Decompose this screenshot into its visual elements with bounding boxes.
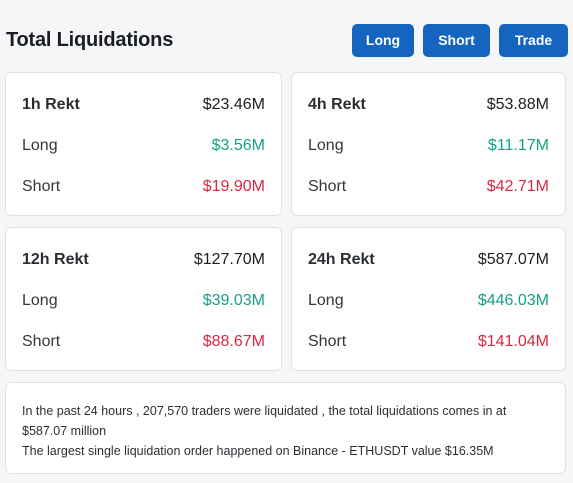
card-24h: 24h Rekt $587.07M Long $446.03M Short $1… bbox=[291, 227, 566, 371]
short-value: $88.67M bbox=[202, 333, 265, 350]
trade-button[interactable]: Trade bbox=[499, 23, 568, 57]
short-label: Short bbox=[22, 178, 61, 195]
short-row: Short $141.04M bbox=[308, 331, 549, 353]
card-header-row: 24h Rekt $587.07M bbox=[308, 249, 549, 271]
total-value: $23.46M bbox=[202, 96, 265, 113]
card-1h: 1h Rekt $23.46M Long $3.56M Short $19.90… bbox=[5, 72, 282, 216]
long-label: Long bbox=[22, 292, 58, 309]
period-label: 1h Rekt bbox=[22, 96, 80, 113]
period-label: 12h Rekt bbox=[22, 251, 89, 268]
total-value: $587.07M bbox=[477, 251, 549, 268]
long-label: Long bbox=[22, 137, 58, 154]
short-row: Short $88.67M bbox=[22, 331, 265, 353]
long-value: $11.17M bbox=[487, 137, 549, 154]
short-row: Short $19.90M bbox=[22, 176, 265, 198]
summary-panel: In the past 24 hours , 207,570 traders w… bbox=[5, 382, 566, 474]
card-4h: 4h Rekt $53.88M Long $11.17M Short $42.7… bbox=[291, 72, 566, 216]
long-row: Long $39.03M bbox=[22, 290, 265, 312]
short-label: Short bbox=[308, 178, 347, 195]
short-value: $19.90M bbox=[202, 178, 265, 195]
button-group: Long Short Trade bbox=[352, 23, 568, 57]
header: Total Liquidations Long Short Trade bbox=[6, 22, 568, 58]
short-value: $42.71M bbox=[486, 178, 549, 195]
long-row: Long $446.03M bbox=[308, 290, 549, 312]
short-label: Short bbox=[22, 333, 61, 350]
short-value: $141.04M bbox=[477, 333, 549, 350]
card-header-row: 12h Rekt $127.70M bbox=[22, 249, 265, 271]
long-label: Long bbox=[308, 292, 344, 309]
period-label: 4h Rekt bbox=[308, 96, 366, 113]
summary-line-2: The largest single liquidation order hap… bbox=[22, 444, 494, 458]
summary-line-1: In the past 24 hours , 207,570 traders w… bbox=[22, 404, 507, 438]
page-title: Total Liquidations bbox=[6, 28, 174, 51]
total-value: $53.88M bbox=[486, 96, 549, 113]
card-header-row: 1h Rekt $23.46M bbox=[22, 94, 265, 116]
long-button[interactable]: Long bbox=[352, 23, 414, 57]
long-value: $39.03M bbox=[202, 292, 265, 309]
long-row: Long $11.17M bbox=[308, 135, 549, 157]
period-label: 24h Rekt bbox=[308, 251, 375, 268]
long-value: $3.56M bbox=[211, 137, 265, 154]
card-12h: 12h Rekt $127.70M Long $39.03M Short $88… bbox=[5, 227, 282, 371]
long-label: Long bbox=[308, 137, 344, 154]
long-value: $446.03M bbox=[477, 292, 549, 309]
short-label: Short bbox=[308, 333, 347, 350]
short-row: Short $42.71M bbox=[308, 176, 549, 198]
short-button[interactable]: Short bbox=[423, 23, 490, 57]
card-header-row: 4h Rekt $53.88M bbox=[308, 94, 549, 116]
long-row: Long $3.56M bbox=[22, 135, 265, 157]
total-value: $127.70M bbox=[193, 251, 265, 268]
